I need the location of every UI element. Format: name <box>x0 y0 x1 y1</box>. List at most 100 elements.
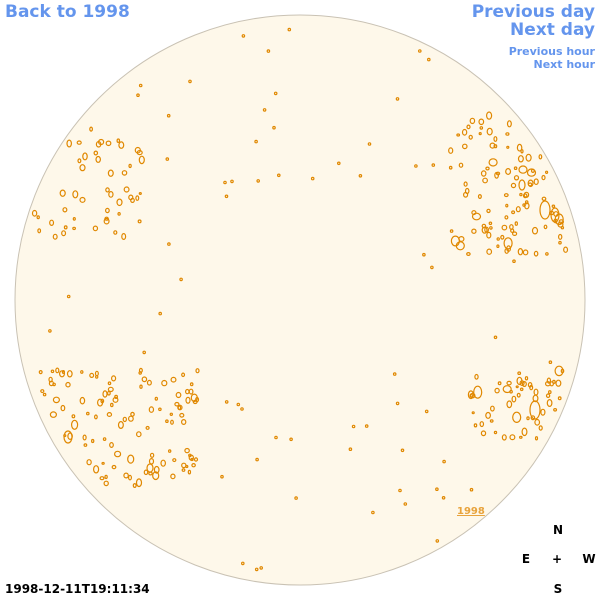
contour-mark <box>464 187 470 195</box>
contour-mark <box>127 454 135 464</box>
contour-mark <box>154 396 158 401</box>
contour-mark <box>398 488 402 493</box>
contour-mark <box>485 166 490 171</box>
contour-mark <box>503 237 513 250</box>
contour-mark <box>430 265 434 270</box>
contour-mark <box>489 142 496 149</box>
contour-mark <box>403 502 408 506</box>
contour-mark <box>123 472 129 479</box>
contour-mark <box>489 226 493 230</box>
contour-mark <box>548 360 553 365</box>
compass-east: E <box>521 552 531 566</box>
compass-center: + <box>551 552 563 566</box>
contour-mark <box>336 161 341 166</box>
contour-mark <box>546 399 553 408</box>
contour-mark <box>255 457 259 462</box>
contour-mark <box>520 149 524 154</box>
contour-mark <box>506 145 510 149</box>
contour-mark <box>534 436 539 441</box>
contour-mark <box>107 381 112 386</box>
contour-mark <box>461 128 468 136</box>
contour-mark <box>139 384 143 389</box>
contour-mark <box>149 452 155 458</box>
contour-mark <box>545 252 549 256</box>
contour-mark <box>70 419 79 430</box>
year-marker-link[interactable]: 1998 <box>457 506 485 517</box>
contour-mark <box>100 398 105 404</box>
contour-mark <box>473 385 483 399</box>
contour-mark <box>494 171 500 179</box>
contour-mark <box>95 155 102 163</box>
contour-mark <box>539 200 551 220</box>
contour-mark <box>469 393 473 398</box>
contour-mark <box>493 335 498 340</box>
contour-mark <box>519 387 524 392</box>
contour-mark <box>170 473 176 480</box>
contour-mark <box>108 190 114 198</box>
contour-mark <box>122 416 128 423</box>
contour-mark <box>89 126 93 132</box>
contour-mark <box>488 221 493 226</box>
contour-mark <box>287 27 292 32</box>
contour-mark <box>191 463 196 468</box>
contour-mark <box>103 217 110 225</box>
contour-mark <box>49 219 55 226</box>
contour-mark <box>543 224 548 230</box>
contour-mark <box>485 411 492 419</box>
contour-mark <box>112 396 119 403</box>
contour-mark <box>52 233 58 240</box>
contour-mark <box>493 430 498 435</box>
contour-mark <box>130 197 135 203</box>
contour-mark <box>180 419 187 426</box>
contour-mark <box>146 463 154 473</box>
next-hour-link[interactable]: Next hour <box>533 58 596 71</box>
contour-mark <box>448 165 453 170</box>
contour-mark <box>516 143 523 152</box>
contour-mark <box>37 228 42 234</box>
contour-mark <box>72 190 79 199</box>
contour-mark <box>533 178 539 186</box>
contour-mark <box>38 370 43 375</box>
previous-day-link[interactable]: Previous day <box>471 2 595 22</box>
contour-mark <box>181 372 186 378</box>
contour-mark <box>496 237 500 241</box>
observation-timestamp: 1998-12-11T19:11:34 <box>5 582 150 596</box>
contour-mark <box>506 400 513 409</box>
contour-mark <box>105 187 110 193</box>
contour-mark <box>486 208 491 214</box>
contour-mark <box>189 382 194 387</box>
contour-mark <box>86 459 92 466</box>
contour-mark <box>240 407 244 411</box>
contour-mark <box>42 392 47 397</box>
contour-mark <box>509 434 516 441</box>
compass-west: W <box>582 552 596 566</box>
contour-mark <box>494 387 500 394</box>
contour-mark <box>72 226 76 231</box>
contour-mark <box>435 539 440 543</box>
contour-mark <box>95 141 102 148</box>
next-day-link[interactable]: Next day <box>510 20 595 40</box>
contour-mark <box>519 192 523 197</box>
contour-mark <box>170 376 177 383</box>
contour-mark <box>505 132 510 136</box>
previous-hour-link[interactable]: Previous hour <box>508 45 595 58</box>
contour-mark <box>530 415 536 421</box>
contour-mark <box>118 141 125 149</box>
contour-mark <box>533 388 539 396</box>
contour-mark <box>272 125 276 130</box>
contour-mark <box>188 453 192 458</box>
contour-mark <box>259 566 264 570</box>
contour-mark <box>92 465 100 474</box>
contour-mark <box>107 169 114 177</box>
contour-mark <box>544 170 549 174</box>
contour-mark <box>36 215 40 220</box>
contour-mark <box>220 474 224 479</box>
contour-mark <box>551 204 556 208</box>
contour-mark <box>513 166 518 171</box>
contour-mark <box>496 244 500 249</box>
contour-mark <box>40 389 45 394</box>
contour-mark <box>92 225 99 232</box>
back-to-year-link[interactable]: Back to 1998 <box>5 2 130 22</box>
contour-mark <box>482 177 489 184</box>
contour-mark <box>61 230 67 237</box>
